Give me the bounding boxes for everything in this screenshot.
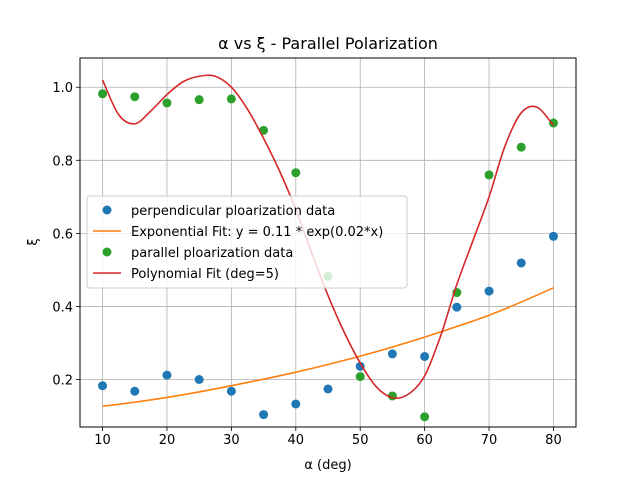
series-layer	[98, 74, 558, 422]
y-tick-label: 0.8	[52, 154, 73, 169]
data-point-perpendicular-ploarization-data	[226, 386, 236, 396]
data-point-perpendicular-ploarization-data	[355, 361, 365, 371]
y-axis-label: ξ	[26, 238, 41, 245]
legend-swatch	[102, 205, 112, 215]
data-point-perpendicular-ploarization-data	[452, 302, 462, 312]
series-line-exponential-fit-y-0-11-exp-0-02-x	[102, 287, 554, 407]
series-line-polynomial-fit-deg-5	[101, 74, 555, 400]
data-point-perpendicular-ploarization-data	[194, 375, 204, 385]
x-tick-label: 30	[223, 433, 240, 448]
x-axis-label: α (deg)	[304, 458, 351, 473]
legend-label: Polynomial Fit (deg=5)	[131, 267, 279, 282]
data-point-parallel-ploarization-data	[484, 170, 494, 180]
y-tick-label: 0.4	[52, 300, 73, 315]
data-point-perpendicular-ploarization-data	[259, 410, 269, 420]
legend-box	[86, 195, 408, 289]
data-point-perpendicular-ploarization-data	[484, 286, 494, 296]
data-point-parallel-ploarization-data	[420, 412, 430, 422]
x-tick-label: 80	[545, 433, 562, 448]
data-point-parallel-ploarization-data	[194, 95, 204, 105]
x-tick-label: 40	[288, 433, 305, 448]
data-point-parallel-ploarization-data	[130, 92, 140, 102]
data-point-perpendicular-ploarization-data	[291, 399, 301, 409]
legend-label: perpendicular ploarization data	[131, 204, 335, 219]
x-tick-label: 50	[352, 433, 369, 448]
ticks: 10 20 30 40 50 60 70 80 0.2 0.4 0.6 0.8 1.0	[52, 81, 561, 448]
x-tick-label: 10	[94, 433, 111, 448]
plot-frame	[79, 57, 577, 428]
chart-title: α vs ξ - Parallel Polarization	[218, 34, 438, 53]
y-tick-label: 0.2	[52, 374, 73, 389]
y-tick-label: 0.6	[52, 227, 73, 242]
x-tick-label: 20	[159, 433, 176, 448]
legend-label: parallel ploarization data	[131, 246, 293, 261]
data-point-parallel-ploarization-data	[355, 372, 365, 382]
data-point-parallel-ploarization-data	[162, 98, 172, 108]
data-point-parallel-ploarization-data	[98, 89, 108, 99]
data-point-perpendicular-ploarization-data	[387, 349, 397, 359]
data-point-parallel-ploarization-data	[226, 94, 236, 104]
x-tick-label: 70	[481, 433, 498, 448]
data-point-perpendicular-ploarization-data	[130, 386, 140, 396]
data-point-perpendicular-ploarization-data	[420, 351, 430, 361]
data-point-parallel-ploarization-data	[516, 142, 526, 152]
x-tick-label: 60	[416, 433, 433, 448]
y-tick-label: 1.0	[52, 81, 73, 96]
data-point-parallel-ploarization-data	[548, 118, 558, 128]
legend-swatch	[102, 247, 112, 257]
data-point-perpendicular-ploarization-data	[162, 370, 172, 380]
legend-label: Exponential Fit: y = 0.11 * exp(0.02*x)	[131, 225, 383, 240]
legend: perpendicular ploarization data Exponenti…	[86, 195, 408, 289]
data-point-parallel-ploarization-data	[291, 168, 301, 178]
data-point-perpendicular-ploarization-data	[98, 381, 108, 391]
data-point-perpendicular-ploarization-data	[548, 231, 558, 241]
data-point-perpendicular-ploarization-data	[323, 384, 333, 394]
data-point-perpendicular-ploarization-data	[516, 258, 526, 268]
